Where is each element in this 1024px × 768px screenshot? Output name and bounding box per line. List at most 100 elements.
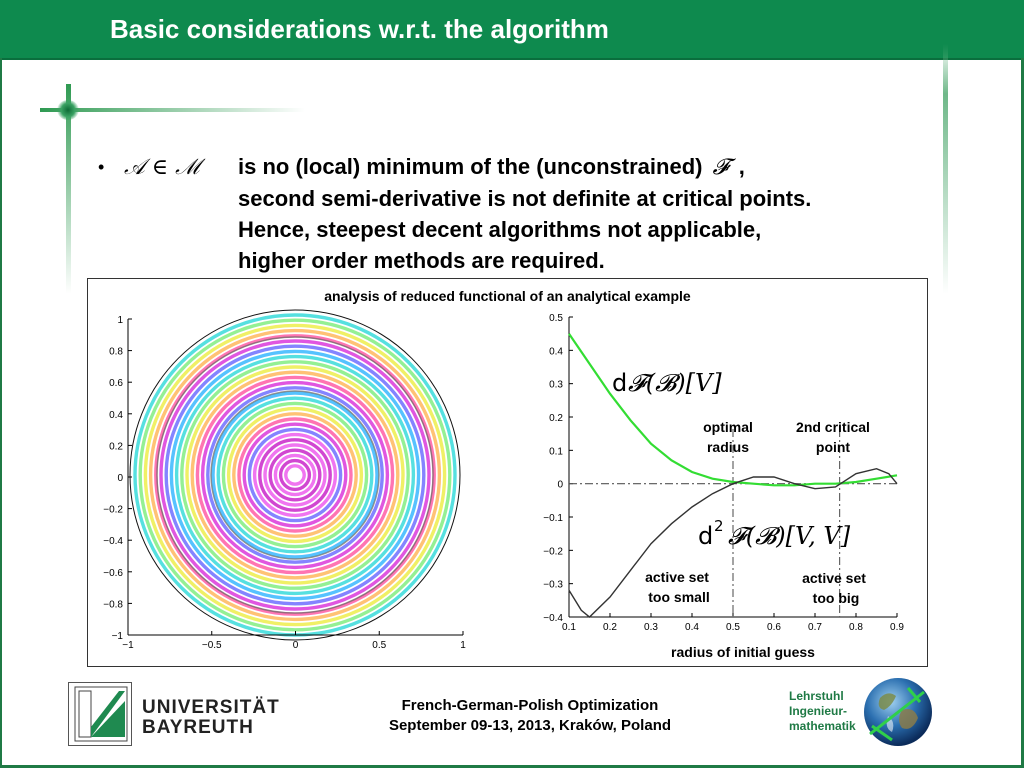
annot-big-line2: too big [813,590,860,606]
conference-info: French-German-Polish Optimization Septem… [340,696,720,736]
annot-small-line1: active set [645,569,709,585]
bullet-line-4: higher order methods are required. [238,248,605,273]
ring [174,354,416,596]
chart-x-tick-label: 0.3 [644,622,658,633]
figure-box: analysis of reduced functional of an ana… [87,278,928,667]
chart-y-tick-label: −0.1 [543,513,563,524]
dF-label-math: 𝓕(𝓑)[V] [628,369,722,397]
chart-y-tick-label: −0.3 [543,580,563,591]
ring-highlight [210,390,380,560]
chair-line3: mathematik [789,719,856,733]
conference-name: French-German-Polish Optimization [401,697,659,714]
ring [206,386,384,564]
annot-optimal-line1: optimal [703,419,753,435]
university-logo [68,682,132,746]
frame-right-border [1021,58,1024,768]
left-y-tick-label: 0.4 [109,410,123,421]
university-name: UNIVERSITÄT BAYREUTH [142,698,280,738]
figure-caption: analysis of reduced functional of an ana… [324,288,691,304]
ring [242,422,348,528]
left-x-tick-label: 0 [293,640,299,651]
ring [284,464,306,486]
chart-y-tick-label: 0 [557,480,563,491]
ring [278,458,312,492]
chart-y-tick-label: 0.4 [549,346,563,357]
left-y-tick-label: 0.6 [109,378,123,389]
ring [195,375,395,575]
university-name-line2: BAYREUTH [142,717,254,738]
ring [226,406,364,544]
chart-y-tick-label: 0.5 [549,313,563,324]
rings-plot: 1 0.8 0.6 0.4 0.2 0 −0.2 −0.4 −0.6 −0.8 −1−1 −0.5 0 0… [103,309,466,651]
bullet-line-1: is no (local) minimum of the (unconstrai… [238,151,811,183]
university-name-line1: UNIVERSITÄT [142,697,280,718]
ring [268,448,322,502]
bullet-line-3: Hence, steepest decent algorithms not ap… [238,217,762,242]
left-vertical-accent [66,84,71,294]
chart-x-tick-label: 0.4 [685,622,699,633]
left-y-tick-label: 0.8 [109,347,123,358]
left-x-tick-label: −0.5 [202,640,222,651]
bullet-line-2: second semi-derivative is not definite a… [238,186,812,211]
left-y-tick-label: −0.8 [103,599,123,610]
chart-x-tick-label: 0.9 [890,622,904,633]
functional-chart: 0.50.40.30.20.10−0.1−0.2−0.3−0.40.1 0.2 0.… [543,313,904,660]
chart-y-tick-label: −0.2 [543,546,563,557]
ring [148,328,442,622]
ring [138,318,452,632]
annot-optimal-line2: radius [707,439,749,455]
accent-dot [57,100,79,120]
chart-x-tick-label: 0.1 [562,622,576,633]
university-logo-mark [74,686,128,742]
math-set-expression: 𝒜 ∈ ℳ [124,155,200,180]
bullet-symbol: • [98,157,105,177]
ring-highlight [156,336,434,614]
bullet-line-1-text: is no (local) minimum of the (unconstrai… [238,154,703,179]
annot-big-line1: active set [802,570,866,586]
ring [154,334,436,616]
bullet-lines: is no (local) minimum of the (unconstrai… [238,151,811,276]
ring [190,370,400,580]
conference-date-place: September 09-13, 2013, Kraków, Poland [388,717,672,734]
title-bar: Basic considerations w.r.t. the algorith… [0,0,1024,60]
chart-y-tick-label: 0.3 [549,380,563,391]
chart-x-tick-label: 0.7 [808,622,822,633]
annot-critical-line2: point [816,439,851,455]
left-x-tick-label: 1 [460,640,466,651]
left-y-tick-label: −0.4 [103,536,123,547]
ring [216,396,374,554]
bullet-line-1-tail: , [738,154,745,179]
chart-x-label: radius of initial guess [671,644,815,660]
left-y-tick-label: 0 [117,473,123,484]
dF-label-prefix: d [612,369,627,397]
ring [247,427,343,523]
ring [164,344,426,606]
ring [221,401,369,549]
d2F-label-math: 𝓕(𝓑)[V, V] [728,522,851,550]
globe-logo [864,678,932,746]
chart-x-tick-label: 0.5 [726,622,740,633]
ring [211,391,379,559]
ring [258,438,332,512]
ring [180,360,410,590]
frame-left-border [0,58,2,768]
ring [185,365,405,585]
annot-critical-line1: 2nd critical [796,419,870,435]
chair-line1: Lehrstuhl [789,689,844,703]
d2F-label-sup: 2 [714,517,724,535]
chair-name: Lehrstuhl Ingenieur- mathematik [789,689,856,734]
outer-circle [129,309,461,641]
ring [273,453,317,497]
ring [159,339,431,611]
chart-y-tick-label: 0.2 [549,413,563,424]
left-y-tick-label: −0.2 [103,505,123,516]
left-x-tick-label: −1 [122,640,134,651]
chart-x-tick-label: 0.2 [603,622,617,633]
ring [169,349,421,601]
frame-bottom-border [0,765,1024,768]
chart-y-tick-label: 0.1 [549,446,563,457]
left-y-tick-label: −1 [112,631,124,642]
left-ticks-group: 1 0.8 0.6 0.4 0.2 0 −0.2 −0.4 −0.6 −0.8 −1−1 −0.5 0 0… [103,315,466,651]
chart-x-tick-label: 0.6 [767,622,781,633]
left-x-tick-label: 0.5 [372,640,386,651]
